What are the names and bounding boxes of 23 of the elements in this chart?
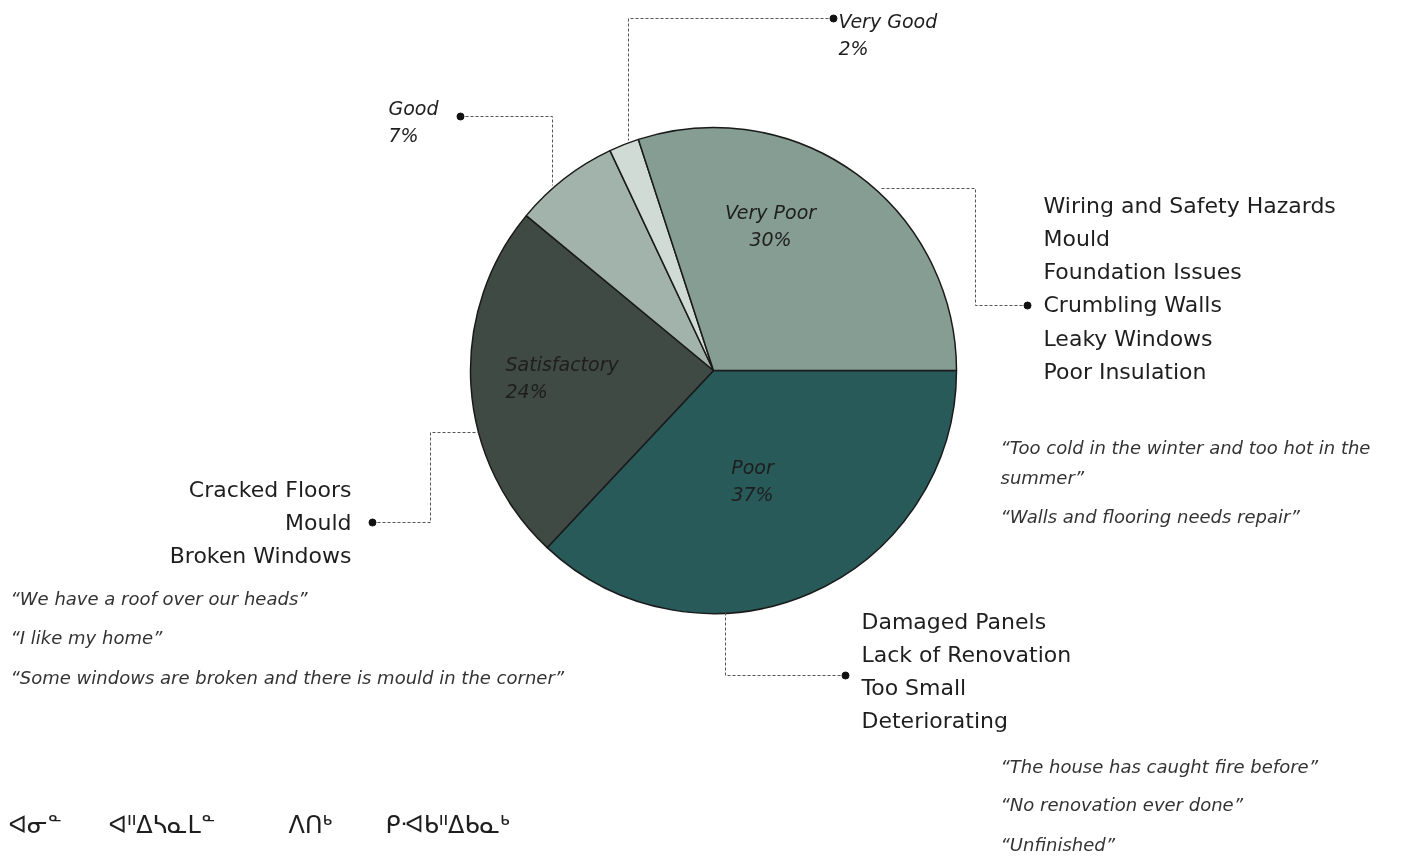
text: “Unfinished” <box>1000 833 1116 855</box>
slice-label: Poor <box>731 455 775 478</box>
text: ᑭᐗᑲᐦᐃᑲᓇᒃ <box>385 810 511 839</box>
text: “No renovation ever done” <box>1000 793 1244 815</box>
text: “The house has caught fire before” <box>1000 755 1319 777</box>
text: ᐱᑎᒃ <box>288 810 333 839</box>
text: “I like my home” <box>10 626 164 648</box>
data-label: 37% <box>731 483 774 505</box>
slice-label: Very Good <box>838 9 939 32</box>
text: “Too cold in the winter and too hot in the summer” <box>1000 436 1371 488</box>
text: “Walls and flooring needs repair” <box>1000 505 1301 527</box>
text: Damaged Panels Lack of Renovation Too Small Deteriorating <box>860 608 1072 734</box>
slice-label: Very Poor <box>724 200 818 223</box>
data-label: 30% <box>749 228 792 250</box>
data-label: 7% <box>388 124 419 146</box>
text: “We have a roof over our heads” <box>10 587 309 609</box>
slice-label: Good <box>388 96 440 119</box>
text: Wiring and Safety Hazards Mould Foundation Issues Crumbling Walls Leaky Windows Poor Insulation <box>1043 192 1336 384</box>
text: ᐊᐦᐃᓴᓇᒪᓐ <box>108 810 216 839</box>
text: “Some windows are broken and there is mould in the corner” <box>10 666 565 688</box>
data-label: 2% <box>838 37 869 59</box>
text: Cracked Floors Mould Broken Windows <box>169 476 352 568</box>
text: ᐊᓂᓐ <box>8 810 62 839</box>
